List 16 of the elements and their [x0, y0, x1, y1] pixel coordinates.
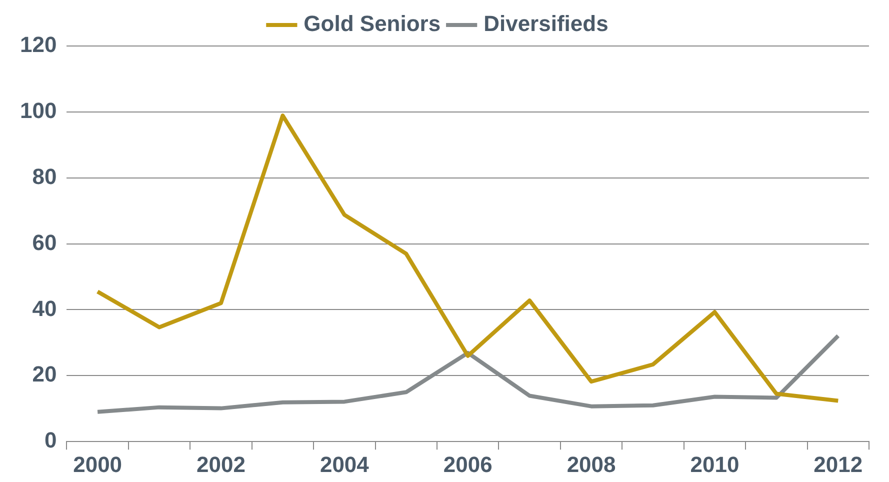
y-tick-label: 0 — [44, 428, 57, 453]
legend-label: Diversifieds — [484, 11, 608, 36]
x-tick-label: 2012 — [814, 452, 863, 477]
y-tick-label: 120 — [20, 32, 57, 58]
x-tick-label: 2008 — [566, 452, 616, 477]
x-tick-label: 2010 — [690, 452, 740, 477]
y-tick-label: 80 — [32, 164, 57, 189]
legend-label: Gold Seniors — [304, 11, 441, 36]
x-tick-label: 2006 — [443, 452, 492, 477]
y-tick-label: 100 — [20, 98, 57, 123]
y-tick-label: 40 — [32, 296, 57, 321]
y-tick-label: 60 — [32, 230, 57, 255]
y-tick-label: 20 — [32, 362, 57, 387]
x-tick-label: 2004 — [320, 452, 370, 477]
x-tick-label: 2000 — [73, 452, 122, 477]
x-tick-label: 2002 — [196, 452, 246, 477]
